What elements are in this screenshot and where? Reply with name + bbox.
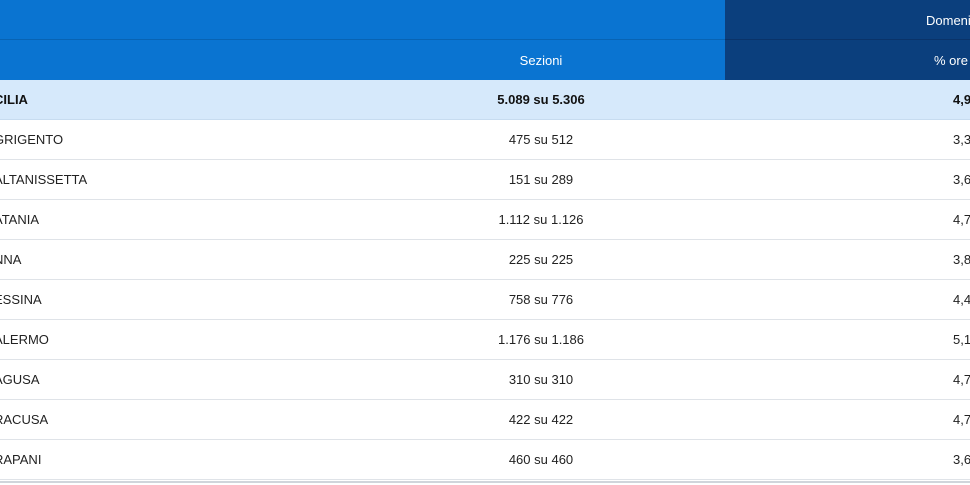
table-row: GRIGENTO 475 su 512 3,3: [0, 120, 970, 160]
row-sezioni: 151 su 289: [508, 172, 574, 187]
row-sezioni: 475 su 512: [508, 132, 574, 147]
row-name: NNA: [0, 252, 22, 267]
row-sezioni: 422 su 422: [508, 412, 574, 427]
table-header: Domeni Sezioni % ore 1: [0, 0, 970, 80]
table-row: ALERMO 1.176 su 1.186 5,1: [0, 320, 970, 360]
row-pct: 3,3: [953, 132, 970, 147]
header-sezioni-label: Sezioni: [519, 53, 563, 68]
row-sezioni: 1.176 su 1.186: [497, 332, 585, 347]
table-row: RAPANI 460 su 460 3,6: [0, 440, 970, 480]
row-name: AGUSA: [0, 372, 40, 387]
row-pct: 4,9: [953, 92, 970, 107]
table-row: NNA 225 su 225 3,8: [0, 240, 970, 280]
row-pct: 3,6: [953, 172, 970, 187]
row-sezioni: 1.112 su 1.126: [498, 212, 584, 227]
header-date-divider: [725, 39, 970, 40]
row-name: ALTANISSETTA: [0, 172, 88, 187]
row-pct: 4,4: [953, 292, 970, 307]
row-sezioni: 460 su 460: [508, 452, 574, 467]
row-sezioni: 5.089 su 5.306: [497, 92, 585, 107]
row-name: ALERMO: [0, 332, 49, 347]
row-pct: 3,6: [953, 452, 970, 467]
row-name: CILIA: [0, 92, 28, 107]
row-name: RACUSA: [0, 412, 49, 427]
table-bottom-border: [0, 481, 970, 483]
header-pct-label: % ore 1: [934, 53, 970, 68]
table-row: ALTANISSETTA 151 su 289 3,6: [0, 160, 970, 200]
table-row: ATANIA 1.112 su 1.126 4,7: [0, 200, 970, 240]
row-name: ATANIA: [0, 212, 40, 227]
table-body: CILIA 5.089 su 5.306 4,9 GRIGENTO 475 su…: [0, 80, 970, 480]
row-pct: 3,8: [953, 252, 970, 267]
table-row: RACUSA 422 su 422 4,7: [0, 400, 970, 440]
row-sezioni: 758 su 776: [508, 292, 574, 307]
header-divider: [0, 39, 725, 40]
row-name: RAPANI: [0, 452, 42, 467]
row-pct: 4,7: [953, 412, 970, 427]
table-row: AGUSA 310 su 310 4,7: [0, 360, 970, 400]
table-row-total: CILIA 5.089 su 5.306 4,9: [0, 80, 970, 120]
row-sezioni: 310 su 310: [508, 372, 574, 387]
row-sezioni: 225 su 225: [508, 252, 574, 267]
header-date-label: Domeni: [926, 13, 970, 28]
header-date-band: [725, 0, 970, 80]
row-pct: 4,7: [953, 372, 970, 387]
row-pct: 4,7: [953, 212, 970, 227]
header-blue-band: [0, 0, 725, 80]
row-name: ESSINA: [0, 292, 42, 307]
table-row: ESSINA 758 su 776 4,4: [0, 280, 970, 320]
row-name: GRIGENTO: [0, 132, 64, 147]
row-pct: 5,1: [953, 332, 970, 347]
